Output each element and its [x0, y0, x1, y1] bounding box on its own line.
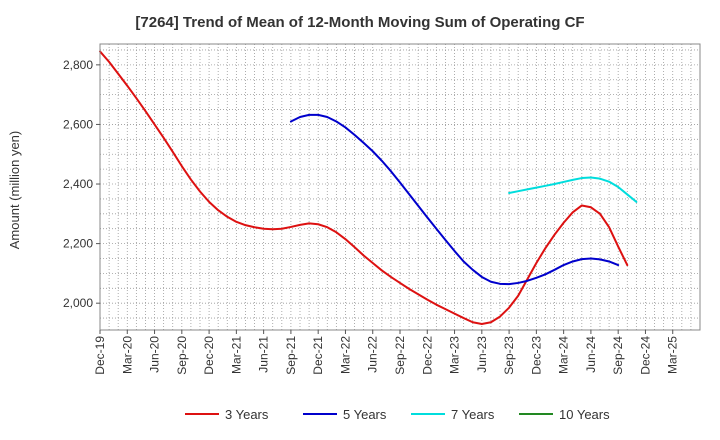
x-tick-label: Jun-20 [148, 336, 162, 373]
y-tick-label: 2,200 [63, 237, 93, 251]
x-tick-label: Mar-24 [557, 336, 571, 374]
x-tick-label: Dec-23 [529, 336, 543, 375]
grid [100, 44, 700, 330]
y-tick-label: 2,400 [63, 177, 93, 191]
x-tick-label: Sep-20 [175, 336, 189, 375]
series-line-5-years [289, 113, 620, 286]
legend-label-7-years: 7 Years [451, 407, 495, 422]
y-axis-label: Amount (million yen) [7, 131, 22, 250]
x-tick-label: Dec-19 [93, 336, 107, 375]
x-tick-label: Mar-21 [229, 336, 243, 374]
y-tick-label: 2,600 [63, 117, 93, 131]
x-tick-label: Sep-22 [393, 336, 407, 375]
x-tick-label: Jun-24 [584, 336, 598, 373]
x-tick-label: Sep-21 [284, 336, 298, 375]
legend: 3 Years 5 Years 7 Years 10 Years [185, 407, 610, 422]
x-tick-label: Sep-23 [502, 336, 516, 375]
x-tick-label: Jun-23 [475, 336, 489, 373]
x-axis-ticks: Dec-19 Mar-20 Jun-20 Sep-20 Dec-20 Mar-21 Jun-… [93, 330, 680, 375]
x-tick-label: Jun-21 [257, 336, 271, 373]
y-tick-label: 2,800 [63, 58, 93, 72]
x-tick-label: Sep-24 [611, 336, 625, 375]
x-tick-label: Mar-20 [120, 336, 134, 374]
x-tick-label: Mar-22 [338, 336, 352, 374]
series-line-3-years [99, 50, 629, 326]
x-tick-label: Dec-20 [202, 336, 216, 375]
x-tick-label: Mar-25 [666, 336, 680, 374]
x-tick-label: Jun-22 [366, 336, 380, 373]
x-tick-label: Dec-21 [311, 336, 325, 375]
legend-label-10-years: 10 Years [559, 407, 610, 422]
series-line-7-years [508, 176, 638, 203]
series-layer [99, 50, 638, 326]
legend-label-3-years: 3 Years [225, 407, 269, 422]
y-axis-ticks: 2,000 2,200 2,400 2,600 2,800 [63, 58, 100, 310]
x-tick-label: Mar-23 [448, 336, 462, 374]
x-tick-label: Dec-22 [420, 336, 434, 375]
legend-label-5-years: 5 Years [343, 407, 387, 422]
chart-title: [7264] Trend of Mean of 12-Month Moving … [135, 14, 584, 31]
x-tick-label: Dec-24 [638, 336, 652, 375]
y-tick-label: 2,000 [63, 296, 93, 310]
